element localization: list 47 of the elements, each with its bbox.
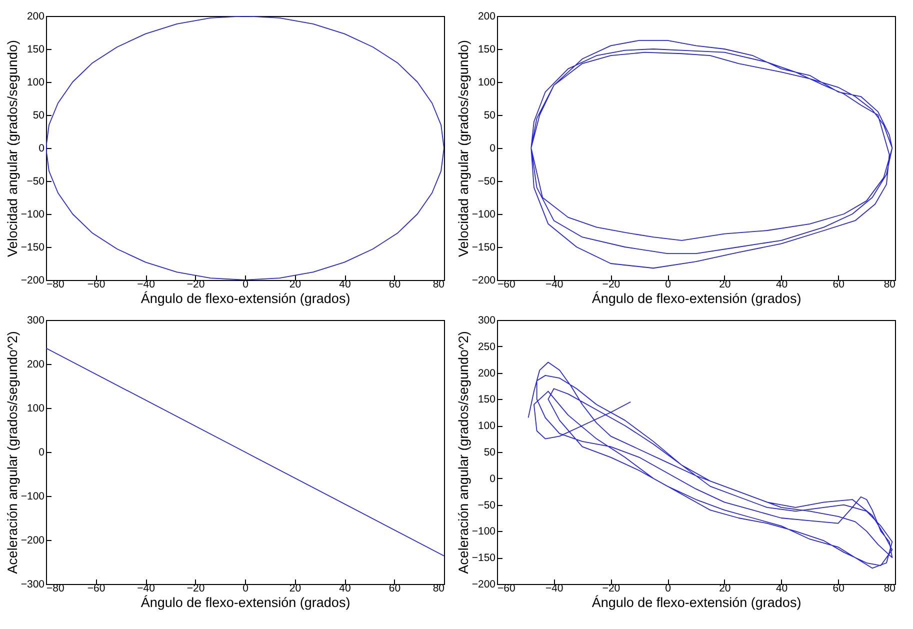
line-series — [46, 16, 444, 280]
line-series — [530, 40, 893, 269]
x-axis-title: Ángulo de flexo-extensión (grados) — [592, 291, 802, 306]
y-tick-label: −50 — [26, 176, 45, 188]
y-tick-label: −100 — [20, 490, 45, 502]
line-series — [528, 362, 893, 569]
y-tick-label: 100 — [478, 76, 496, 88]
y-tick-label: 300 — [478, 314, 496, 326]
y-tick-label: 250 — [478, 340, 496, 353]
y-tick-label: 200 — [478, 10, 496, 22]
y-tick-label: 0 — [38, 142, 45, 154]
y-tick-label: −50 — [478, 176, 496, 188]
y-axis-title: Velocidad angular (grados/segundo) — [4, 40, 20, 257]
y-tick-label: 150 — [478, 44, 496, 56]
y-tick-label: −200 — [20, 534, 45, 546]
y-tick-label: −200 — [472, 274, 496, 286]
y-axis-title: Velocidad angular (grados/segundo) — [456, 40, 471, 257]
y-tick-label: 150 — [26, 44, 45, 56]
y-tick-label: −50 — [478, 499, 496, 512]
y-tick-label: 200 — [478, 367, 496, 380]
y-tick-label: 0 — [38, 446, 45, 458]
x-axis-title: Ángulo de flexo-extensión (grados) — [140, 595, 350, 610]
y-tick-label: 100 — [26, 402, 45, 414]
y-tick-label: −100 — [472, 526, 496, 538]
y-tick-label: 100 — [478, 420, 496, 432]
y-tick-label: 0 — [490, 142, 496, 154]
y-tick-label: 300 — [26, 314, 45, 326]
y-tick-label: 50 — [484, 110, 496, 122]
y-tick-label: −100 — [20, 208, 45, 220]
y-tick-label: 100 — [26, 76, 45, 88]
y-tick-label: 150 — [478, 394, 496, 406]
y-axis-title: Aceleración angular (grados/segundo^2) — [4, 331, 20, 574]
y-tick-label: −150 — [472, 552, 496, 564]
y-tick-label: 0 — [490, 472, 496, 485]
y-tick-label: −200 — [472, 578, 496, 590]
x-axis-title: Ángulo de flexo-extensión (grados) — [592, 595, 802, 610]
y-tick-label: 200 — [26, 10, 45, 22]
y-tick-label: −150 — [20, 242, 45, 254]
x-axis-title: Ángulo de flexo-extensión (grados) — [140, 291, 350, 306]
y-tick-label: −200 — [20, 274, 45, 286]
y-tick-label: −100 — [472, 208, 496, 220]
y-tick-label: −300 — [20, 578, 45, 590]
y-tick-label: 200 — [26, 358, 45, 370]
y-axis-title: Aceleración angular (grados/segundo^2) — [456, 331, 471, 574]
y-tick-label: 50 — [484, 446, 496, 458]
y-tick-label: −150 — [472, 242, 496, 254]
y-tick-label: 50 — [32, 110, 45, 122]
